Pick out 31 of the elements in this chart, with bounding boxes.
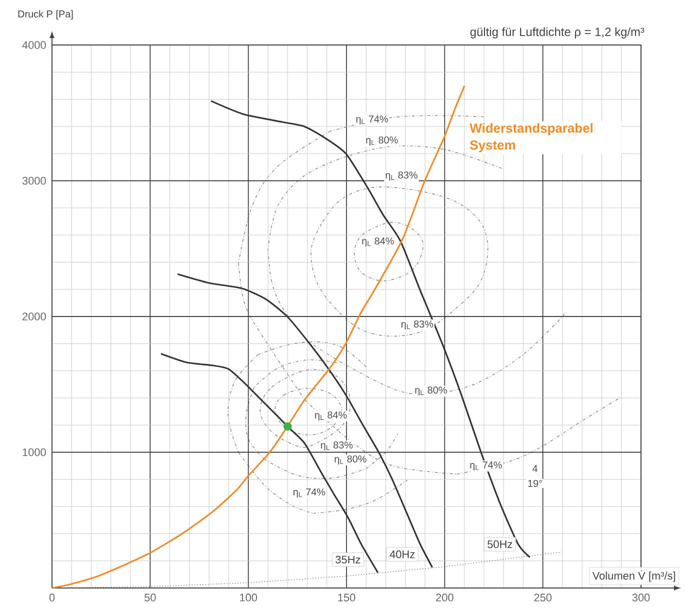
annotation: η$_{L}$ 74% bbox=[293, 488, 326, 498]
series-label: 50Hz bbox=[488, 540, 512, 548]
annotation: η$_{L}$ 80% bbox=[334, 455, 366, 464]
y-tick-label: 4000 bbox=[22, 41, 46, 49]
x-tick-label: 0 bbox=[49, 594, 55, 602]
annotation: η$_{L}$ 83% bbox=[401, 320, 434, 330]
annotation: η$_{L}$ 84% bbox=[362, 237, 394, 246]
annotation: η$_{L}$ 80% bbox=[366, 136, 398, 146]
annotation: η$_{L}$ 80% bbox=[415, 386, 447, 396]
series-label: 35Hz bbox=[336, 556, 360, 564]
y-axis-title: Druck P [Pa] bbox=[18, 10, 73, 20]
x-tick-label: 150 bbox=[338, 594, 356, 602]
annotation: 19° bbox=[528, 480, 542, 487]
annotation: 4 bbox=[532, 465, 538, 472]
y-tick-label: 1000 bbox=[22, 448, 46, 456]
chart-subtitle: gültig für Luftdichte ρ = 1,2 kg/m³ bbox=[470, 27, 644, 38]
annotation: η$_{L}$ 83% bbox=[320, 442, 353, 451]
annotation: η$_{L}$ 74% bbox=[470, 461, 502, 470]
annotation: η$_{L}$ 83% bbox=[386, 171, 418, 181]
x-tick-label: 300 bbox=[632, 594, 650, 602]
annotation: η$_{L}$ 74% bbox=[356, 116, 388, 125]
x-axis-title: Volumen V̇ [m³/s] bbox=[592, 570, 676, 582]
y-tick-label: 2000 bbox=[22, 312, 46, 320]
series-label: Widerstandsparabel System bbox=[470, 123, 592, 152]
x-tick-label: 250 bbox=[534, 594, 552, 602]
x-tick-label: 100 bbox=[240, 594, 258, 602]
annotation: η$_{L}$ 84% bbox=[315, 412, 347, 421]
x-tick-label: 50 bbox=[144, 594, 156, 602]
x-tick-label: 200 bbox=[436, 594, 454, 602]
y-tick-label: 3000 bbox=[22, 176, 46, 185]
series-label: 40Hz bbox=[390, 550, 415, 558]
